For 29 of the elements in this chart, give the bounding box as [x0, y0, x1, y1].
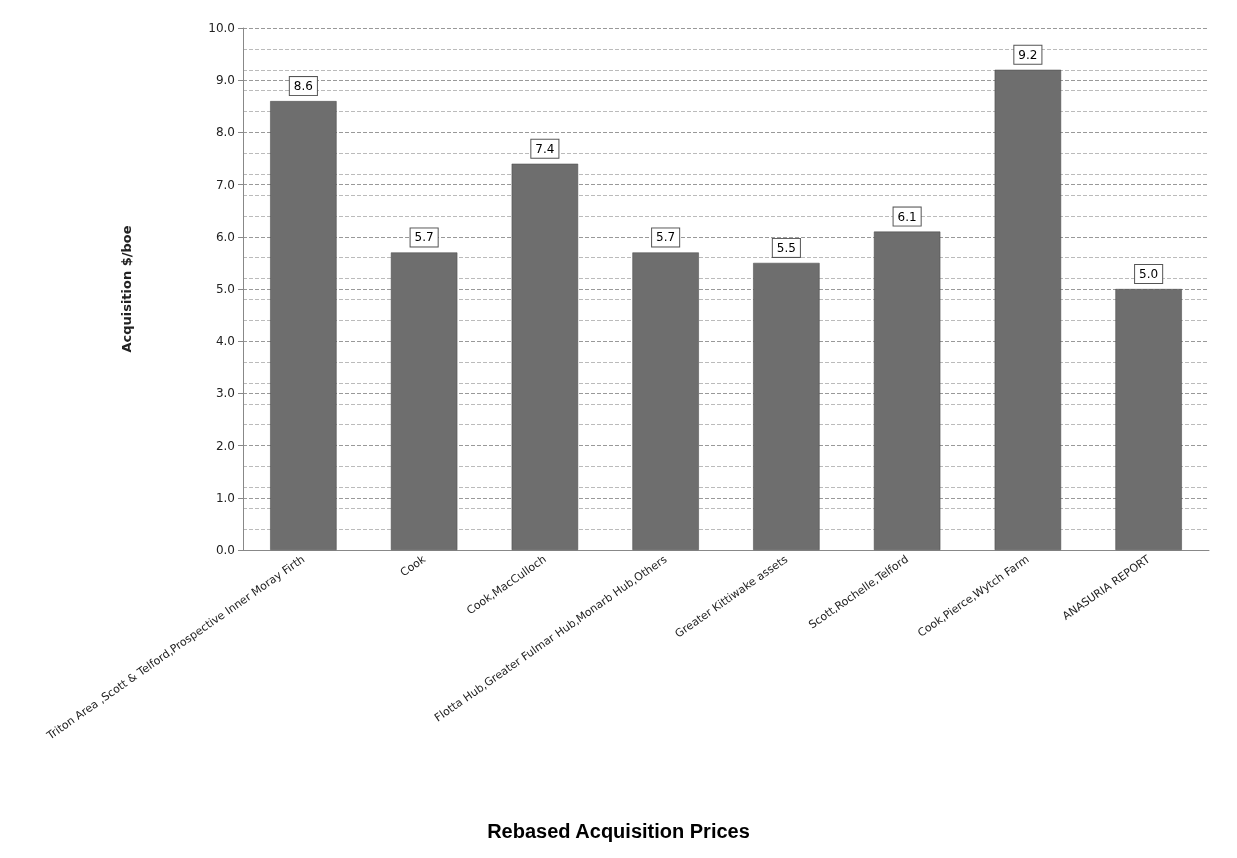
text: Rebased Acquisition Prices — [487, 820, 750, 842]
y-tick-label: 6.0 — [215, 229, 235, 244]
y-tick-label: 1.0 — [215, 490, 235, 505]
data-label: 5.7 — [656, 230, 676, 245]
bar — [270, 101, 337, 550]
y-tick-label: 7.0 — [215, 177, 235, 192]
bar — [632, 252, 699, 550]
y-tick-label: 8.0 — [215, 125, 235, 140]
data-label: 5.0 — [1139, 267, 1159, 281]
bar — [390, 252, 458, 550]
y-tick-label: 0.0 — [215, 543, 235, 557]
data-label: 7.4 — [535, 141, 555, 156]
y-axis-title: Acquisition $/boe — [119, 225, 134, 353]
bar — [1115, 289, 1182, 550]
y-tick-label: 2.0 — [215, 438, 235, 453]
data-label: 5.5 — [776, 240, 796, 255]
y-tick-label: 3.0 — [215, 386, 235, 401]
bar — [753, 262, 820, 550]
data-label: 9.2 — [1018, 47, 1038, 62]
y-tick-label: 9.0 — [215, 73, 235, 88]
bar — [873, 231, 941, 550]
bar — [511, 163, 579, 550]
y-tick-label: 5.0 — [215, 282, 235, 296]
data-label: 6.1 — [897, 209, 917, 224]
data-label: 8.6 — [293, 79, 313, 94]
y-tick-label: 10.0 — [208, 21, 235, 35]
y-tick-label: 4.0 — [215, 334, 235, 349]
data-label: 5.7 — [414, 230, 434, 245]
bar — [994, 69, 1062, 550]
